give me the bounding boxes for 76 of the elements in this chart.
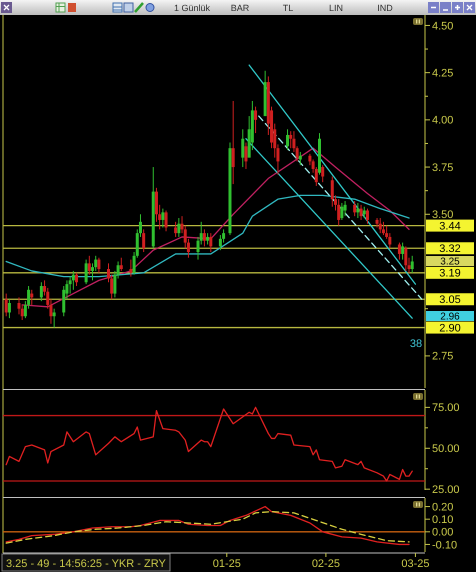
candlestick bbox=[52, 308, 56, 328]
y-tick-label: 3.50 bbox=[432, 209, 454, 222]
candlestick bbox=[404, 246, 408, 272]
text: 2.96 bbox=[440, 312, 460, 322]
candlestick bbox=[286, 128, 290, 151]
x-tick-label: 02-25 bbox=[312, 558, 340, 570]
ref-line-label: 3.44 bbox=[439, 220, 461, 232]
candlestick bbox=[84, 259, 88, 285]
candlestick bbox=[344, 200, 347, 217]
candlestick bbox=[298, 151, 302, 166]
candlestick bbox=[244, 142, 248, 170]
candlestick bbox=[206, 232, 210, 245]
x-tick-label: 03-25 bbox=[401, 558, 430, 570]
candlestick bbox=[8, 298, 11, 319]
y-tick-label: 4.00 bbox=[432, 114, 454, 127]
candlestick bbox=[366, 208, 369, 224]
candlestick bbox=[129, 259, 132, 278]
candlestick bbox=[88, 255, 91, 276]
candlestick bbox=[356, 202, 360, 219]
candlestick bbox=[30, 289, 34, 306]
text: TL bbox=[282, 3, 294, 14]
candlestick bbox=[382, 221, 385, 236]
candlestick bbox=[289, 130, 292, 149]
candlestick bbox=[360, 204, 363, 220]
candlestick bbox=[202, 228, 206, 247]
candlestick bbox=[353, 200, 356, 217]
candlestick bbox=[97, 257, 100, 274]
text: BAR bbox=[230, 3, 250, 14]
candlestick bbox=[174, 221, 178, 238]
candlestick bbox=[378, 218, 382, 234]
ref-line-label: 3.05 bbox=[439, 294, 461, 306]
y-tick-label: 2.75 bbox=[432, 350, 454, 363]
candlestick bbox=[398, 242, 401, 260]
candlestick bbox=[362, 206, 366, 219]
line-series bbox=[6, 194, 410, 278]
ref-line-label: 2.90 bbox=[439, 322, 461, 334]
candlestick bbox=[232, 100, 235, 185]
y-tick-label: 4.25 bbox=[432, 68, 454, 80]
candlestick bbox=[340, 202, 344, 220]
candlestick bbox=[321, 164, 324, 183]
y-tick-label: 25.00 bbox=[432, 484, 460, 496]
candlestick bbox=[164, 210, 168, 232]
y-tick-label: -0.10 bbox=[432, 539, 458, 552]
text: 1 Günlük bbox=[174, 3, 211, 14]
candlestick bbox=[209, 232, 212, 253]
candlestick bbox=[72, 270, 75, 290]
candlestick bbox=[177, 218, 180, 238]
candlestick bbox=[241, 128, 244, 168]
y-tick-label: 0.00 bbox=[432, 526, 454, 539]
line-series bbox=[6, 406, 413, 482]
candlestick bbox=[410, 255, 414, 274]
line-series bbox=[22, 148, 410, 308]
candlestick bbox=[161, 208, 164, 228]
ref-line-label: 3.32 bbox=[439, 243, 461, 256]
candlestick bbox=[40, 282, 43, 302]
annotation: 38 bbox=[410, 338, 422, 350]
candlestick bbox=[75, 272, 78, 287]
y-tick-label: 50.00 bbox=[432, 443, 460, 456]
text: 3.25 - 49 - 14:56:25 - YKR - ZRY bbox=[6, 558, 166, 570]
ref-line-label: 3.19 bbox=[439, 268, 461, 280]
y-tick-label: 3.75 bbox=[432, 162, 454, 174]
candlestick bbox=[142, 228, 146, 253]
candlestick bbox=[330, 176, 334, 208]
x-tick-label: 01-25 bbox=[212, 558, 241, 570]
text: IND bbox=[377, 3, 394, 14]
candlestick bbox=[4, 293, 8, 317]
text: LIN bbox=[328, 3, 344, 14]
y-tick-label: 4.50 bbox=[432, 20, 454, 32]
y-tick-label: 0.20 bbox=[432, 501, 454, 514]
text: 3.25 bbox=[440, 256, 460, 268]
y-tick-label: 75.00 bbox=[432, 402, 460, 414]
candlestick bbox=[120, 257, 123, 272]
candlestick bbox=[254, 106, 258, 134]
y-tick-label: 0.10 bbox=[432, 514, 454, 526]
candlestick bbox=[337, 198, 340, 226]
candlestick bbox=[401, 242, 404, 260]
